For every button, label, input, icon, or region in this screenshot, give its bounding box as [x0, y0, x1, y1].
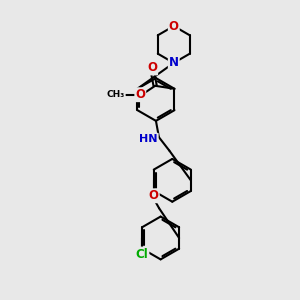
Text: O: O [149, 189, 159, 202]
Text: CH₃: CH₃ [106, 90, 125, 99]
Text: O: O [135, 88, 145, 101]
Text: O: O [147, 61, 157, 74]
Text: N: N [169, 56, 179, 69]
Text: HN: HN [139, 134, 158, 144]
Text: O: O [169, 20, 179, 33]
Text: Cl: Cl [136, 248, 148, 260]
